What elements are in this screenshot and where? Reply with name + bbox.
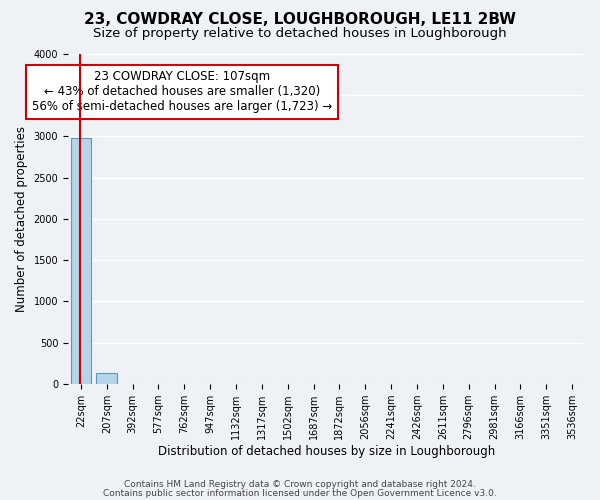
Text: Contains HM Land Registry data © Crown copyright and database right 2024.: Contains HM Land Registry data © Crown c… xyxy=(124,480,476,489)
Y-axis label: Number of detached properties: Number of detached properties xyxy=(15,126,28,312)
Text: 23, COWDRAY CLOSE, LOUGHBOROUGH, LE11 2BW: 23, COWDRAY CLOSE, LOUGHBOROUGH, LE11 2B… xyxy=(84,12,516,28)
X-axis label: Distribution of detached houses by size in Loughborough: Distribution of detached houses by size … xyxy=(158,444,495,458)
Bar xyxy=(71,138,91,384)
Text: Size of property relative to detached houses in Loughborough: Size of property relative to detached ho… xyxy=(93,28,507,40)
Bar xyxy=(97,372,117,384)
Text: 23 COWDRAY CLOSE: 107sqm
← 43% of detached houses are smaller (1,320)
56% of sem: 23 COWDRAY CLOSE: 107sqm ← 43% of detach… xyxy=(32,70,332,114)
Text: Contains public sector information licensed under the Open Government Licence v3: Contains public sector information licen… xyxy=(103,488,497,498)
